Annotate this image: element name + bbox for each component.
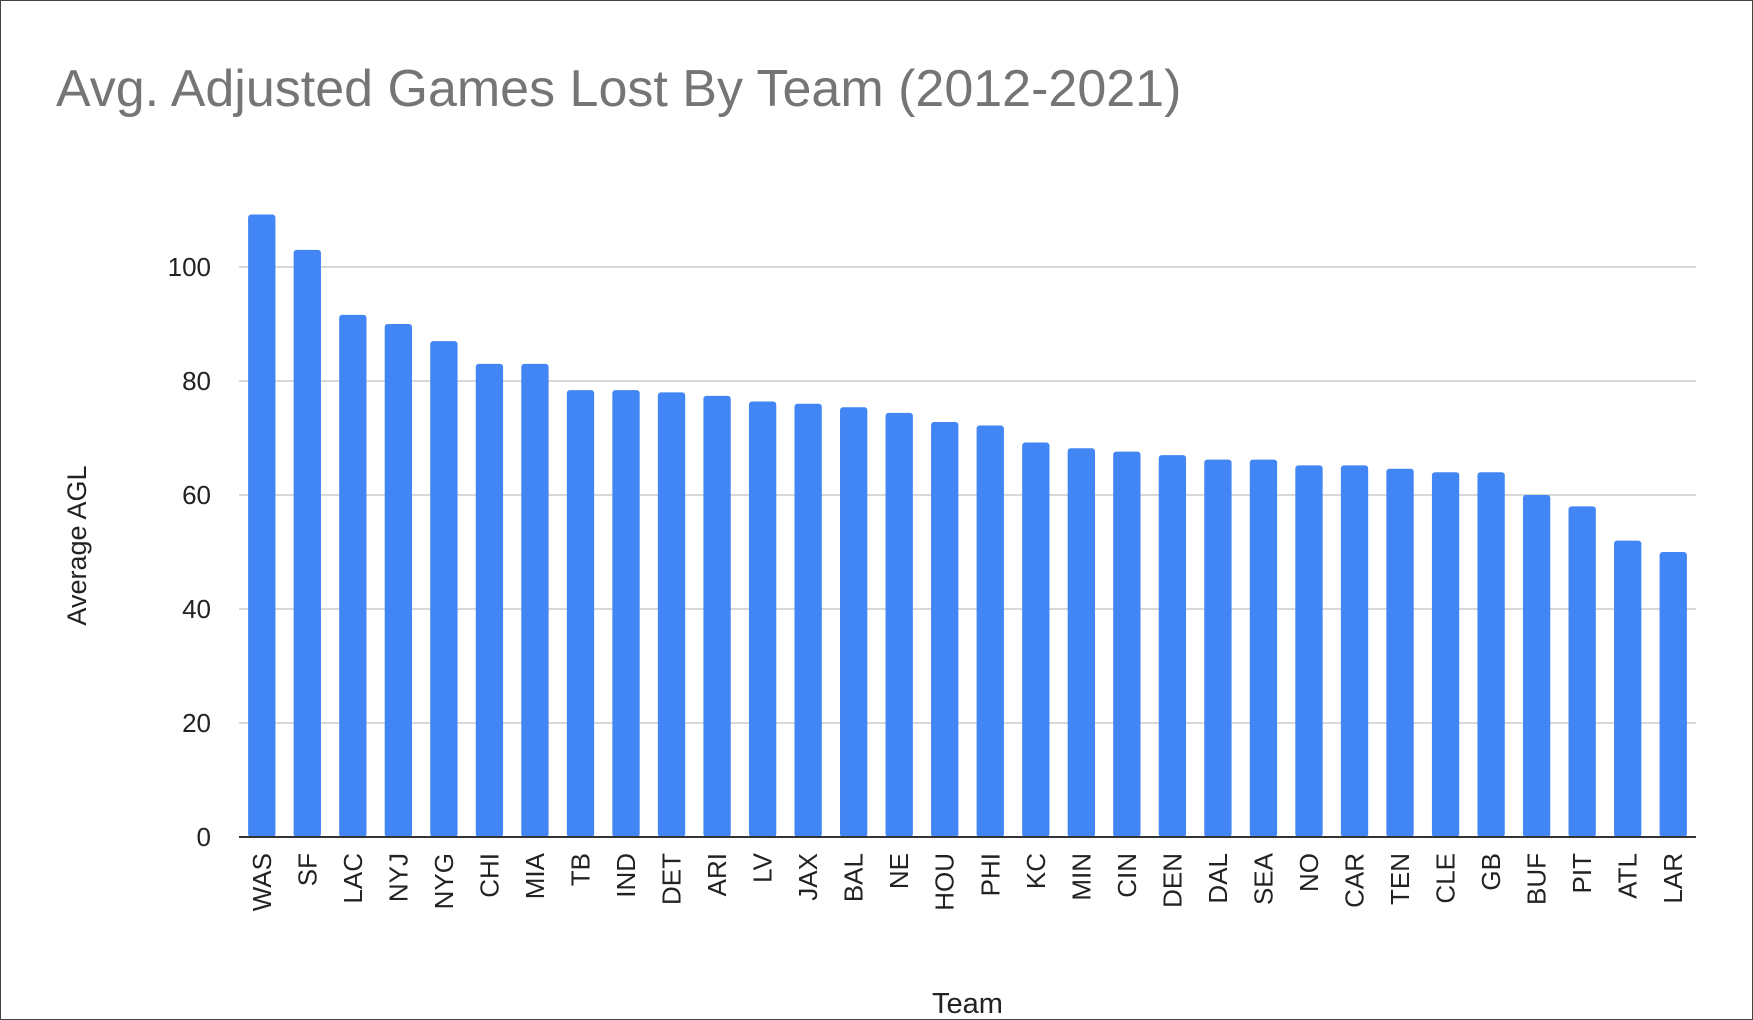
x-tick-label: TB: [565, 853, 595, 886]
x-tick-label: NYG: [429, 853, 459, 909]
x-tick-label: BUF: [1522, 853, 1552, 905]
x-tick-label: DEN: [1157, 853, 1187, 908]
x-tick-label: MIN: [1066, 853, 1096, 901]
x-tick-label: ATL: [1613, 853, 1643, 899]
x-tick-label: DAL: [1203, 853, 1233, 904]
y-tick-label: 60: [182, 480, 211, 510]
bar-cin: [1113, 451, 1141, 837]
x-tick-label: LV: [748, 852, 778, 883]
x-tick-label: LAC: [338, 853, 368, 904]
bar-phi: [976, 425, 1004, 837]
bar-lar: [1659, 552, 1687, 837]
bar-was: [248, 214, 276, 837]
bar-chi: [475, 363, 504, 837]
bar-no: [1295, 465, 1323, 837]
x-tick-label: CAR: [1340, 853, 1370, 908]
y-tick-label: 80: [182, 366, 211, 396]
bar-kc: [1022, 442, 1050, 837]
x-tick-label: NYJ: [383, 853, 413, 902]
x-tick-label: NO: [1294, 853, 1324, 892]
bar-lac: [339, 314, 367, 837]
x-tick-label: LAR: [1658, 853, 1688, 904]
bar-pit: [1568, 506, 1596, 837]
y-tick-labels: 0 20 40 60 80 100: [168, 252, 211, 852]
bar-lv: [748, 401, 777, 837]
x-tick-label: KC: [1021, 853, 1051, 889]
x-tick-label: MIA: [520, 852, 550, 899]
bar-gb: [1477, 472, 1505, 837]
bar-dal: [1204, 459, 1232, 837]
x-tick-label: JAX: [793, 853, 823, 901]
bar-jax: [794, 403, 822, 837]
x-tick-label: SEA: [1248, 852, 1278, 905]
bar-cle: [1431, 472, 1460, 837]
bar-tb: [566, 390, 595, 837]
bar-nyj: [384, 324, 413, 837]
y-tick-label: 100: [168, 252, 211, 282]
x-tick-labels: WAS SF LAC NYJ NYG CHI MIA TB IND DET ARI LV JAX BAL N…: [247, 852, 1688, 911]
bar-sea: [1249, 459, 1278, 837]
bar-det: [657, 392, 686, 837]
bar-ind: [612, 390, 640, 837]
bar-buf: [1522, 495, 1551, 837]
x-tick-label: CLE: [1431, 853, 1461, 904]
x-tick-label: ARI: [702, 853, 732, 896]
bar-ten: [1386, 468, 1414, 837]
x-axis-label: Team: [932, 988, 1003, 1019]
x-tick-label: CHI: [474, 853, 504, 898]
bar-nyg: [430, 341, 458, 837]
y-axis-label: Average AGL: [62, 465, 92, 625]
x-tick-label: GB: [1476, 853, 1506, 891]
bar-car: [1340, 465, 1369, 837]
chart-title: Avg. Adjusted Games Lost By Team (2012-2…: [56, 60, 1182, 118]
bar-atl: [1614, 540, 1642, 837]
x-tick-label: NE: [884, 853, 914, 889]
x-tick-label: DET: [657, 853, 687, 905]
x-tick-label: PIT: [1567, 853, 1597, 894]
x-tick-label: PHI: [975, 853, 1005, 896]
x-tick-label: IND: [611, 853, 641, 898]
bar-ari: [703, 395, 731, 837]
bar-den: [1158, 455, 1187, 837]
x-tick-label: TEN: [1385, 853, 1415, 905]
bar-mia: [521, 363, 549, 837]
x-tick-label: BAL: [839, 853, 869, 902]
bar-sf: [293, 249, 321, 837]
bars: [248, 214, 1687, 837]
bar-ne: [885, 412, 913, 837]
y-tick-label: 0: [197, 822, 211, 852]
bar-min: [1067, 448, 1095, 837]
x-tick-label: SF: [292, 853, 322, 886]
x-tick-label: WAS: [247, 853, 277, 911]
x-tick-label: CIN: [1112, 853, 1142, 898]
bar-bal: [840, 407, 868, 837]
y-tick-label: 40: [182, 594, 211, 624]
bar-hou: [931, 422, 959, 837]
y-tick-label: 20: [182, 708, 211, 738]
x-tick-label: HOU: [930, 853, 960, 911]
